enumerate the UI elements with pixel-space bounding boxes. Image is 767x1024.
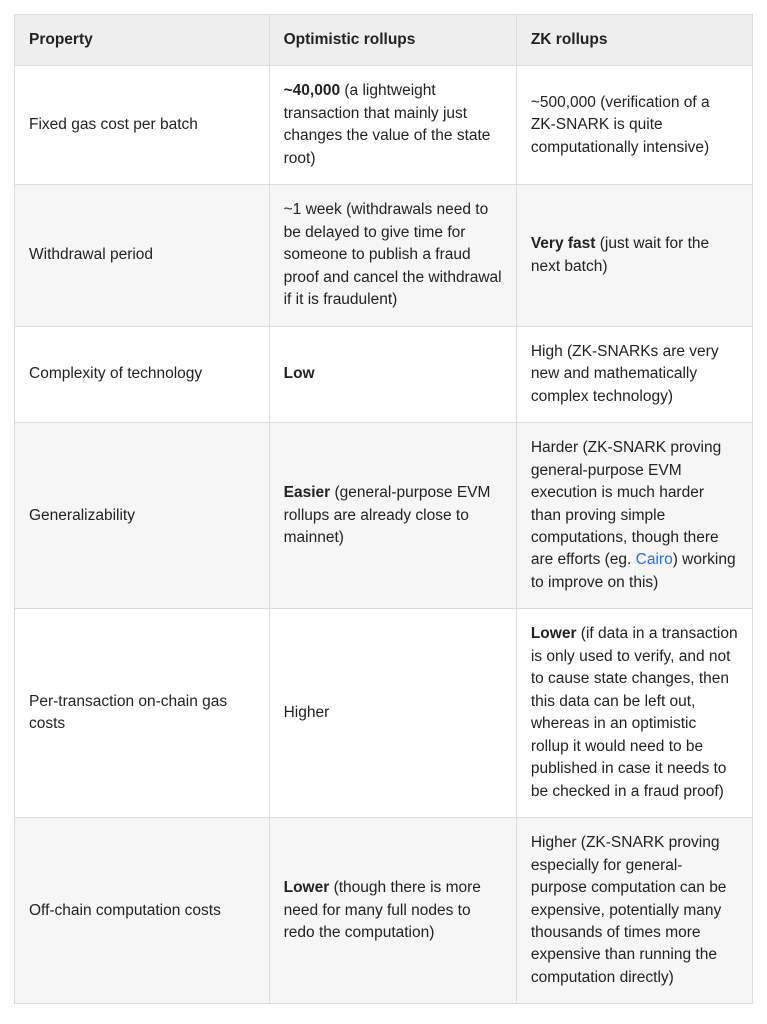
cell-text: ~500,000 (verification of a ZK-SNARK is … xyxy=(531,94,710,156)
cairo-link[interactable]: Cairo xyxy=(636,551,673,568)
table-row: Per-transaction on-chain gas costs Highe… xyxy=(15,609,753,818)
cell-optimistic: ~40,000 (a lightweight transaction that … xyxy=(269,66,516,185)
cell-property: Generalizability xyxy=(15,423,270,609)
cell-text: (if data in a transaction is only used t… xyxy=(531,625,738,799)
cell-bold: Lower xyxy=(284,879,330,896)
cell-bold: ~40,000 xyxy=(284,82,340,99)
cell-property: Off-chain computation costs xyxy=(15,818,270,1004)
cell-zk: Higher (ZK-SNARK proving especially for … xyxy=(516,818,752,1004)
cell-property: Complexity of technology xyxy=(15,326,270,422)
cell-text: Higher (ZK-SNARK proving especially for … xyxy=(531,834,727,986)
cell-property: Per-transaction on-chain gas costs xyxy=(15,609,270,818)
col-header-optimistic: Optimistic rollups xyxy=(269,15,516,66)
cell-bold: Low xyxy=(284,365,315,382)
cell-optimistic: Lower (though there is more need for man… xyxy=(269,818,516,1004)
cell-optimistic: ~1 week (withdrawals need to be delayed … xyxy=(269,185,516,326)
cell-zk: ~500,000 (verification of a ZK-SNARK is … xyxy=(516,66,752,185)
cell-optimistic: Higher xyxy=(269,609,516,818)
cell-zk: Harder (ZK-SNARK proving general-purpose… xyxy=(516,423,752,609)
rollup-comparison-table: Property Optimistic rollups ZK rollups F… xyxy=(14,14,753,1004)
cell-optimistic: Low xyxy=(269,326,516,422)
cell-text: ~1 week (withdrawals need to be delayed … xyxy=(284,201,502,308)
table-row: Off-chain computation costs Lower (thoug… xyxy=(15,818,753,1004)
cell-text: Higher xyxy=(284,704,330,721)
cell-property: Withdrawal period xyxy=(15,185,270,326)
cell-zk: Lower (if data in a transaction is only … xyxy=(516,609,752,818)
col-header-property: Property xyxy=(15,15,270,66)
table-row: Fixed gas cost per batch ~40,000 (a ligh… xyxy=(15,66,753,185)
cell-bold: Very fast xyxy=(531,235,596,252)
cell-bold: Easier xyxy=(284,484,331,501)
cell-bold: Lower xyxy=(531,625,577,642)
table-row: Complexity of technology Low High (ZK-SN… xyxy=(15,326,753,422)
table-header-row: Property Optimistic rollups ZK rollups xyxy=(15,15,753,66)
cell-optimistic: Easier (general-purpose EVM rollups are … xyxy=(269,423,516,609)
col-header-zk: ZK rollups xyxy=(516,15,752,66)
cell-property: Fixed gas cost per batch xyxy=(15,66,270,185)
cell-text-pre: Harder (ZK-SNARK proving general-purpose… xyxy=(531,439,721,568)
cell-zk: Very fast (just wait for the next batch) xyxy=(516,185,752,326)
table-row: Withdrawal period ~1 week (withdrawals n… xyxy=(15,185,753,326)
table-row: Generalizability Easier (general-purpose… xyxy=(15,423,753,609)
cell-zk: High (ZK-SNARKs are very new and mathema… xyxy=(516,326,752,422)
cell-text: High (ZK-SNARKs are very new and mathema… xyxy=(531,343,719,405)
